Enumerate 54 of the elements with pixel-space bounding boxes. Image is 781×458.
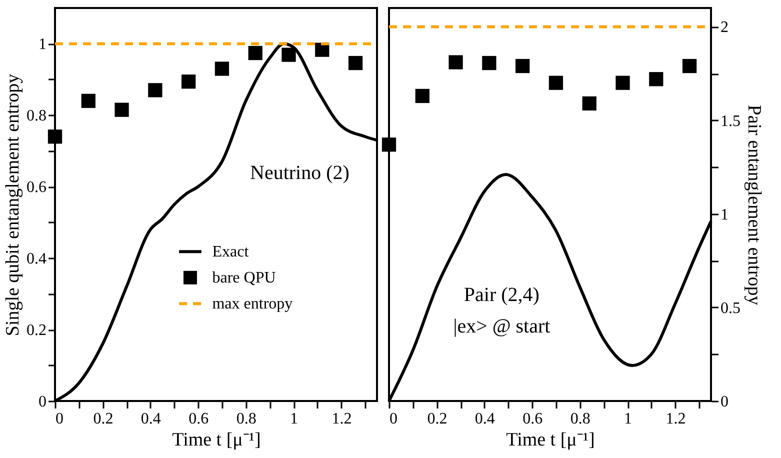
annotation: Pair (2,4) (464, 284, 540, 306)
point (182, 74, 196, 89)
x-tick-label: 1 (290, 410, 298, 428)
point (348, 56, 363, 70)
x-tick-label: 0.2 (93, 410, 114, 428)
point (148, 83, 162, 98)
point (415, 88, 430, 104)
x-tick-label: 0.4 (140, 410, 161, 428)
annotation: |ex> @ start (453, 315, 551, 338)
point (114, 102, 129, 117)
point (682, 58, 697, 74)
point (248, 46, 262, 60)
point (81, 94, 96, 108)
point (48, 130, 62, 144)
x-tick-label: 0.8 (236, 410, 256, 428)
point (548, 76, 564, 90)
point (649, 72, 664, 86)
y-axis-title: Single qubit entanglement entropy (2, 73, 24, 336)
x-tick-label: 0 (56, 410, 64, 428)
point (516, 58, 530, 74)
y2-axis-title: Pair entanglement entropy (744, 104, 764, 306)
y-tick-label: 0.4 (26, 250, 46, 268)
x-tick-label: 0.6 (522, 410, 543, 428)
legend-label: Exact (212, 244, 250, 261)
point (448, 55, 463, 70)
legend-label: max entropy (212, 296, 293, 313)
y-tick-label: 0.8 (26, 108, 46, 125)
x-tick-label: 0.8 (570, 410, 590, 428)
x-tick-label: 0.4 (474, 410, 495, 428)
x-axis-title: Time t [μ⁻¹] (506, 430, 595, 450)
point (282, 48, 296, 62)
y-tick-label: 0 (38, 394, 46, 410)
y2-tick-label: 2 (720, 19, 728, 36)
point (214, 62, 230, 76)
y2-tick-label: 1 (720, 206, 728, 224)
y2-tick-label: 1.5 (720, 112, 740, 130)
y-tick-label: 1 (38, 36, 46, 54)
x-axis-title: Time t [μ⁻¹] (172, 430, 261, 450)
x-tick-label: 1 (624, 410, 632, 428)
y-tick-label: 0.2 (26, 322, 46, 340)
point (616, 76, 630, 90)
legend-label: bare QPU (212, 270, 276, 287)
point (382, 138, 396, 152)
y-tick-label: 0.6 (26, 179, 46, 196)
y2-tick-label: 0 (720, 394, 728, 410)
x-tick-label: 0.6 (188, 410, 209, 428)
x-tick-label: 1.2 (332, 410, 352, 428)
x-tick-label: 1.2 (666, 410, 686, 428)
x-tick-label: 0 (390, 410, 398, 428)
annotation: Neutrino (2) (250, 162, 350, 184)
x-tick-label: 0.2 (427, 410, 448, 428)
point (482, 56, 496, 70)
point (582, 96, 596, 111)
y2-tick-label: 0.5 (720, 300, 740, 317)
